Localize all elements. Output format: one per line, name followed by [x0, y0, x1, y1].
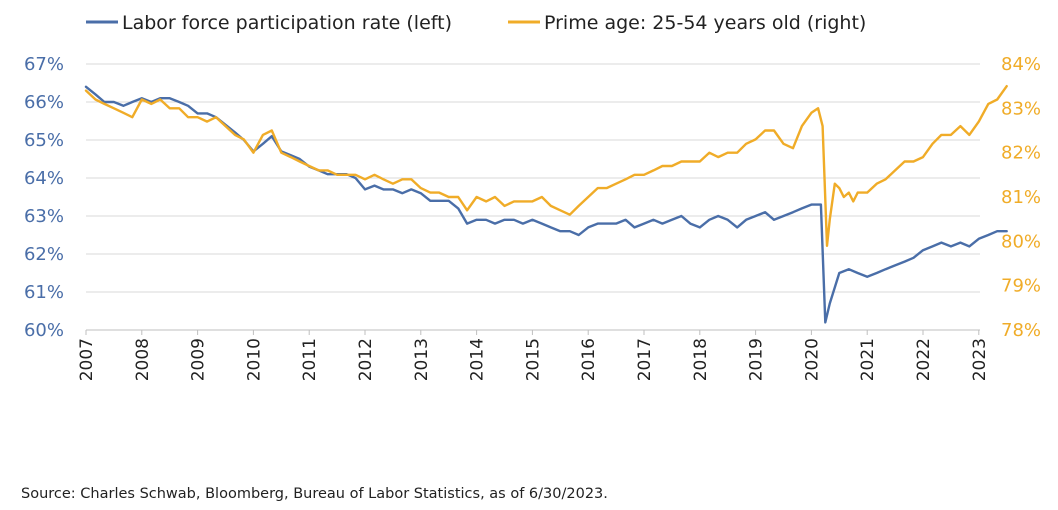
x-tick-label: 2022 — [914, 338, 934, 381]
left-y-tick-label: 60% — [24, 320, 64, 341]
x-tick-label: 2012 — [356, 338, 376, 381]
x-tick-label: 2015 — [523, 338, 543, 381]
left-y-axis: 60% 61% 62% 63% 64% 65% 66% 67% — [24, 54, 64, 341]
x-tick-label: 2017 — [635, 338, 655, 381]
left-y-tick-label: 64% — [24, 168, 64, 189]
line-chart: Labor force participation rate (left) Pr… — [24, 12, 1041, 381]
gridlines — [86, 63, 980, 293]
x-tick-label: 2011 — [300, 338, 320, 381]
right-y-tick-label: 84% — [1001, 54, 1041, 75]
x-tick-label: 2020 — [802, 338, 822, 381]
series-line-prime-age — [84, 85, 1008, 247]
x-tick-label: 2014 — [468, 338, 488, 381]
right-y-axis: 78% 79% 80% 81% 82% 83% 84% — [1001, 54, 1041, 341]
x-axis: 2007 2008 2009 2010 2011 2012 2013 2014 2015 2016… — [77, 329, 990, 381]
x-tick-label: 2009 — [189, 338, 209, 381]
right-y-tick-label: 83% — [1001, 98, 1041, 119]
left-y-tick-label: 66% — [24, 92, 64, 113]
right-y-tick-label: 80% — [1001, 231, 1041, 252]
x-tick-label: 2008 — [133, 338, 153, 381]
chart-legend: Labor force participation rate (left) Pr… — [86, 12, 866, 34]
x-tick-label: 2010 — [244, 338, 264, 381]
legend-label-prime-age: Prime age: 25-54 years old (right) — [544, 12, 866, 34]
left-y-tick-label: 65% — [24, 130, 64, 151]
x-tick-label: 2013 — [412, 338, 432, 381]
x-tick-label: 2007 — [77, 338, 97, 381]
x-tick-label: 2016 — [579, 338, 599, 381]
source-note: Source: Charles Schwab, Bloomberg, Burea… — [21, 486, 608, 502]
left-y-tick-label: 61% — [24, 282, 64, 303]
right-y-tick-label: 81% — [1001, 187, 1041, 208]
x-tick-label: 2023 — [970, 338, 990, 381]
x-tick-label: 2019 — [747, 338, 767, 381]
left-y-tick-label: 63% — [24, 206, 64, 227]
legend-label-labor-force: Labor force participation rate (left) — [122, 12, 452, 34]
right-y-tick-label: 79% — [1001, 276, 1041, 297]
x-tick-label: 2018 — [691, 338, 711, 381]
right-y-tick-label: 78% — [1001, 320, 1041, 341]
series-lines — [84, 85, 1008, 324]
x-tick-label: 2021 — [858, 338, 878, 381]
left-y-tick-label: 67% — [24, 54, 64, 75]
series-line-labor-force — [84, 85, 1008, 324]
right-y-tick-label: 82% — [1001, 143, 1041, 164]
left-y-tick-label: 62% — [24, 244, 64, 265]
